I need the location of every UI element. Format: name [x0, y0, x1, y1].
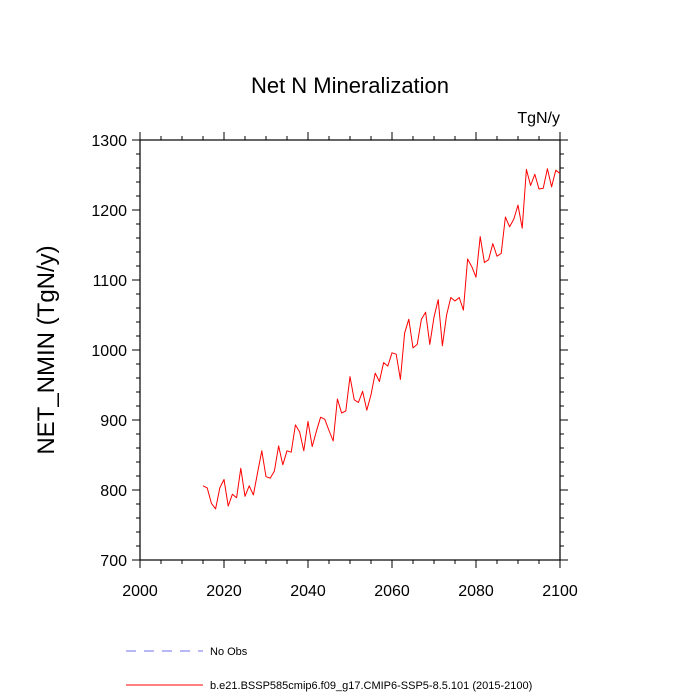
- axes: [139, 139, 561, 561]
- y-tick-label: 1300: [91, 133, 127, 150]
- x-tick-label: 2080: [458, 583, 494, 600]
- x-tick-label: 2000: [122, 583, 158, 600]
- units-label: TgN/y: [517, 110, 560, 127]
- x-tick-label: 2020: [206, 583, 242, 600]
- plot-frame: [139, 139, 561, 561]
- series-line: [202, 168, 561, 510]
- y-axis-label: NET_NMIN (TgN/y): [33, 245, 60, 454]
- series-layer: [202, 168, 561, 510]
- legend-label-run: b.e21.BSSP585cmip6.f09_g17.CMIP6-SSP5-8.…: [210, 680, 532, 692]
- x-tick-label: 2100: [542, 583, 578, 600]
- y-tick-label: 800: [100, 483, 127, 500]
- x-tick-label: 2040: [290, 583, 326, 600]
- chart-title: Net N Mineralization: [251, 73, 449, 98]
- x-tick-label: 2060: [374, 583, 410, 600]
- y-tick-label: 1000: [91, 343, 127, 360]
- legend-label-no-obs: No Obs: [210, 646, 248, 658]
- y-tick-label: 700: [100, 553, 127, 570]
- y-axis-ticks: 700 800 900 1000 1100 1200 1300: [91, 133, 568, 570]
- legend: No Obs b.e21.BSSP585cmip6.f09_g17.CMIP6-…: [126, 646, 532, 692]
- x-axis-ticks: 2000 2020 2040 2060 2080 2100: [122, 132, 578, 600]
- y-tick-label: 1200: [91, 203, 127, 220]
- y-tick-label: 900: [100, 413, 127, 430]
- y-tick-label: 1100: [93, 273, 128, 290]
